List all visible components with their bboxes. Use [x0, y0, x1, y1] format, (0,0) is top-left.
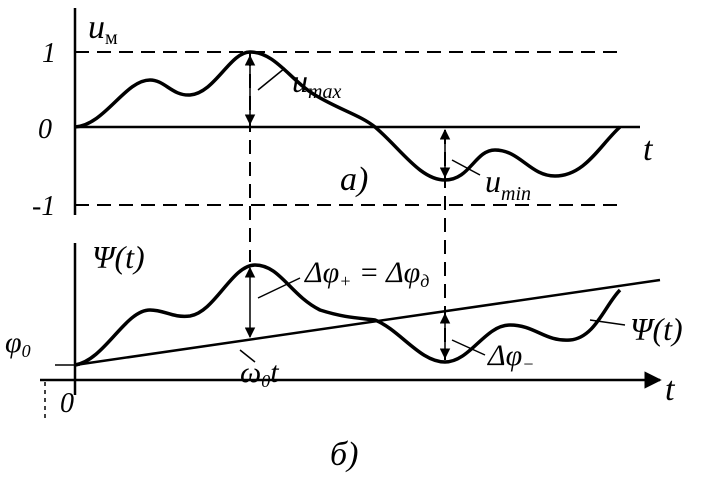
leader [589, 319, 626, 326]
axis-label: Ψ(t) [92, 239, 145, 275]
tick-label: 0 [38, 114, 52, 145]
tick-label: 1 [42, 38, 56, 69]
leader [451, 339, 486, 356]
top-plot: uм 1 0 -1 t а) umax umin [32, 8, 654, 360]
bottom-plot: Ψ(t) Ψ(t) Δφ+ = Δφд Δφ− φ0 ω0t 0 t б) [5, 239, 683, 473]
linear-phase [74, 278, 661, 367]
phase0: φ0 [5, 326, 31, 361]
axis-label: uм [88, 9, 118, 49]
x-label: t [643, 131, 654, 168]
caption: б) [330, 436, 358, 473]
tick-label: -1 [32, 191, 55, 222]
caption: а) [340, 161, 368, 198]
line-label: ω0t [240, 356, 279, 391]
signal-curve [74, 50, 622, 182]
leader [257, 277, 301, 299]
leader [239, 349, 256, 363]
deviation-plus: Δφ+ = Δφд [304, 256, 429, 291]
phase-curve [74, 263, 622, 367]
leader [451, 159, 481, 176]
curve-label: Ψ(t) [630, 311, 683, 347]
origin-label: 0 [60, 388, 74, 419]
leader [257, 67, 286, 91]
max-label: umax [292, 63, 341, 103]
x-label: t [665, 371, 676, 408]
min-label: umin [485, 163, 531, 205]
deviation-minus: Δφ− [487, 339, 534, 374]
